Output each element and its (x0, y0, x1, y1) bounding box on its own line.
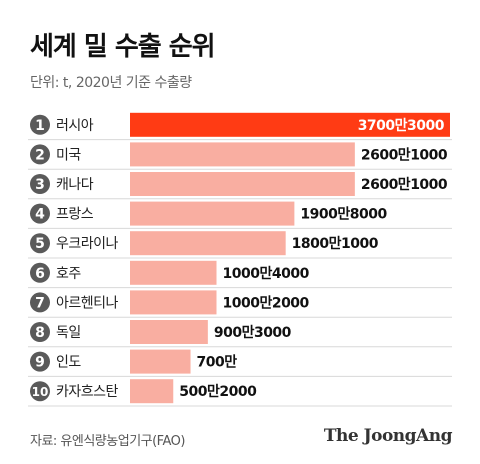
country-label: 우크라이나 (56, 236, 119, 252)
brand-logo: The JoongAng (323, 426, 453, 446)
country-label: 프랑스 (56, 207, 94, 223)
country-label: 호주 (56, 266, 81, 282)
country-label: 러시아 (56, 118, 94, 134)
source-note: 자료: 유엔식량농업기구(FAO) (30, 434, 185, 449)
rank-number: 10 (32, 385, 49, 399)
rank-badge (30, 144, 50, 165)
country-label: 카자흐스탄 (56, 384, 119, 400)
rank-number: 8 (35, 325, 45, 341)
bar (130, 201, 295, 226)
chart-subtitle: 단위: t, 2020년 기준 수출량 (30, 75, 192, 91)
country-label: 미국 (56, 147, 81, 163)
rank-number: 2 (35, 147, 45, 163)
country-label: 인도 (56, 355, 81, 371)
country-label: 아르헨티나 (56, 295, 119, 311)
rank-badge (30, 233, 50, 254)
rank-number: 1 (35, 118, 45, 134)
country-label: 캐나다 (56, 177, 94, 193)
rank-number: 9 (35, 355, 45, 371)
country-label: 독일 (56, 325, 81, 341)
rank-badge (30, 262, 50, 283)
value-label: 700만 (197, 355, 238, 371)
rank-number: 7 (35, 295, 45, 311)
rank-badge (30, 174, 50, 194)
rank-badge (30, 381, 50, 402)
bar (130, 112, 450, 137)
rank-number: 6 (35, 266, 45, 282)
rank-number: 3 (35, 177, 45, 193)
value-label: 3700만3000 (358, 118, 445, 134)
rank-badge (30, 203, 50, 224)
value-label: 2600만1000 (361, 177, 448, 193)
chart-title: 세계 밀 수출 순위 (30, 32, 216, 62)
bar (130, 290, 217, 315)
bar (130, 231, 286, 256)
rank-badge (30, 292, 50, 313)
bar (130, 142, 355, 167)
value-label: 900만3000 (214, 325, 292, 341)
rank-badge (30, 351, 50, 372)
rank-badge (30, 114, 50, 135)
bar (130, 172, 355, 196)
value-label: 1000만2000 (222, 295, 309, 311)
rank-number: 4 (35, 207, 45, 223)
value-label: 1900만8000 (300, 207, 387, 223)
bar (130, 349, 191, 374)
value-label: 1800만1000 (292, 236, 379, 252)
rank-badge (30, 322, 50, 342)
value-label: 2600만1000 (361, 147, 448, 163)
value-label: 1000만4000 (223, 266, 310, 282)
bar (130, 320, 208, 344)
bar (130, 379, 174, 404)
rank-number: 5 (35, 236, 45, 252)
value-label: 500만2000 (179, 384, 257, 400)
bar (130, 260, 217, 285)
